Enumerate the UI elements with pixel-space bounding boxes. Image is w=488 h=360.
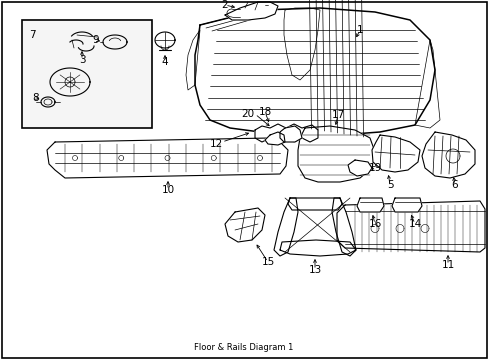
Text: 10: 10 (161, 185, 174, 195)
Polygon shape (287, 198, 341, 210)
Polygon shape (347, 160, 371, 176)
Polygon shape (297, 126, 374, 182)
Text: 6: 6 (451, 180, 457, 190)
Bar (22, 20, 152, 128)
Polygon shape (264, 132, 285, 145)
Text: 9: 9 (93, 35, 99, 45)
Polygon shape (331, 198, 355, 256)
Text: 4: 4 (162, 57, 168, 67)
Polygon shape (371, 135, 419, 172)
Text: 17: 17 (331, 110, 344, 120)
Text: 20: 20 (241, 109, 254, 119)
Polygon shape (356, 198, 383, 212)
Text: 16: 16 (367, 219, 381, 229)
Polygon shape (273, 198, 297, 256)
Text: 5: 5 (386, 180, 392, 190)
Polygon shape (195, 8, 434, 135)
Polygon shape (224, 2, 278, 20)
Polygon shape (391, 198, 421, 212)
Text: 12: 12 (209, 139, 222, 149)
Polygon shape (224, 208, 264, 242)
Polygon shape (47, 138, 287, 178)
Text: Floor & Rails Diagram 1: Floor & Rails Diagram 1 (194, 343, 293, 352)
Polygon shape (336, 201, 484, 252)
Polygon shape (421, 132, 474, 178)
Polygon shape (254, 124, 317, 142)
Polygon shape (280, 240, 355, 256)
Text: 2: 2 (221, 0, 228, 10)
Text: 14: 14 (407, 219, 421, 229)
Text: 18: 18 (258, 107, 271, 117)
Text: 8: 8 (33, 93, 39, 103)
Text: 11: 11 (441, 260, 454, 270)
Text: 19: 19 (367, 163, 381, 173)
Polygon shape (280, 126, 302, 142)
Text: 7: 7 (29, 30, 35, 40)
Text: 3: 3 (79, 55, 85, 65)
Text: 13: 13 (308, 265, 321, 275)
Text: 15: 15 (261, 257, 274, 267)
Text: 1: 1 (356, 25, 363, 35)
